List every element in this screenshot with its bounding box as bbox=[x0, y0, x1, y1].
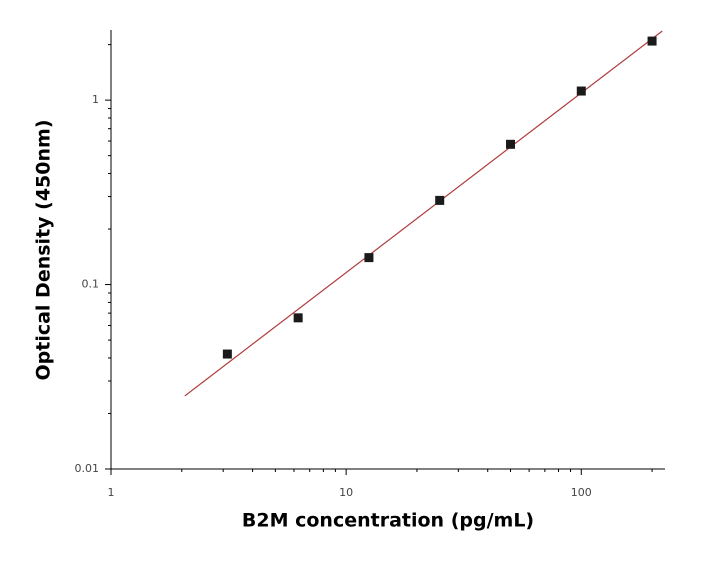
y-tick-label: 0.1 bbox=[82, 278, 100, 291]
data-point bbox=[364, 253, 374, 263]
y-tick-label: 0.01 bbox=[75, 462, 100, 475]
y-axis-label: Optical Density (450nm) bbox=[33, 120, 55, 381]
data-point bbox=[505, 139, 515, 149]
x-axis-label: B2M concentration (pg/mL) bbox=[242, 510, 534, 532]
data-point bbox=[647, 36, 657, 46]
data-point bbox=[293, 313, 303, 323]
x-tick-label: 1 bbox=[108, 486, 115, 499]
fit-line bbox=[184, 30, 663, 397]
data-point bbox=[435, 195, 445, 205]
x-tick-label: 10 bbox=[339, 486, 353, 499]
data-point bbox=[576, 86, 586, 96]
data-point bbox=[222, 349, 232, 359]
y-tick-label: 1 bbox=[92, 93, 99, 106]
x-tick-label: 100 bbox=[571, 486, 592, 499]
